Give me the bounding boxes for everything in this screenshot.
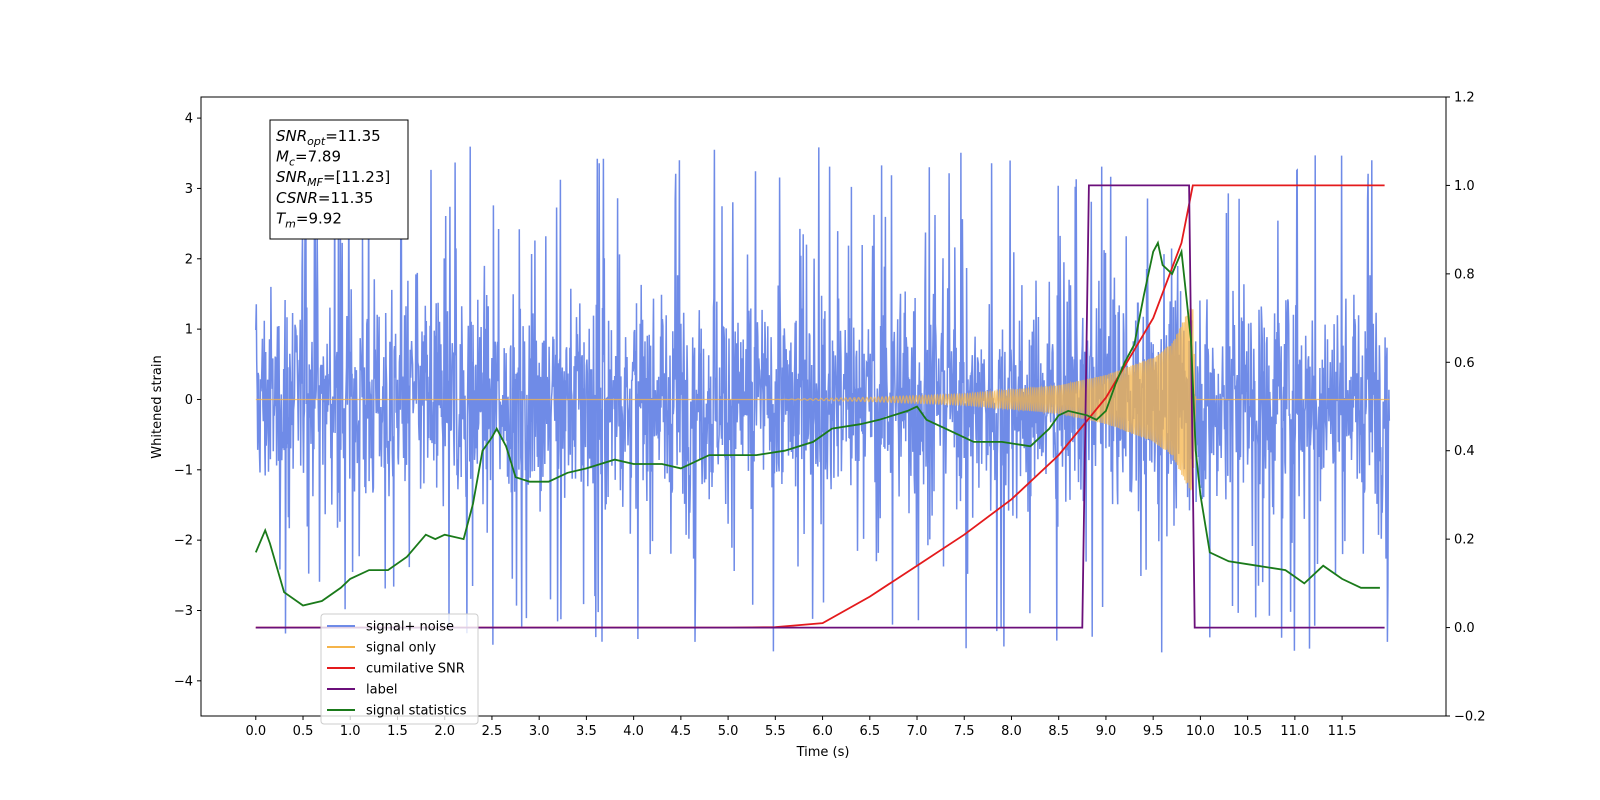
- info-line: Mc=7.89: [276, 148, 341, 169]
- info-box-frame: [269, 119, 409, 240]
- y-tick-label-left: −2: [174, 534, 193, 549]
- y-tick-label-left: 3: [185, 182, 193, 197]
- legend-entry: cumilative SNR: [366, 662, 465, 677]
- info-line: SNRopt=11.35: [276, 127, 381, 148]
- series-signal-statistics: [254, 240, 1380, 607]
- y-tick-label-left: −1: [174, 463, 193, 478]
- x-tick-label: 5.5: [765, 724, 786, 739]
- legend-frame: [320, 613, 479, 725]
- y-tick-label-left: 2: [185, 252, 193, 267]
- x-tick-label: 3.5: [576, 724, 597, 739]
- y-axis-right: 1.2 1.0 0.8 0.6 0.4 0.2 0.0 −0.2: [1446, 91, 1486, 725]
- legend-entry: signal statistics: [366, 704, 467, 719]
- x-tick-label: 9.5: [1143, 724, 1164, 739]
- axes-frame: [200, 96, 1447, 717]
- plot-area: [254, 146, 1391, 653]
- x-tick-label: 3.0: [529, 724, 550, 739]
- x-tick-label: 0.5: [293, 724, 314, 739]
- x-tick-label: 1.0: [340, 724, 361, 739]
- x-tick-label: 8.5: [1048, 724, 1069, 739]
- x-tick-label: 6.0: [812, 724, 833, 739]
- x-tick-label: 5.0: [718, 724, 739, 739]
- y-axis-label-left: Whitened strain: [150, 355, 165, 458]
- x-tick-label: 11.5: [1328, 724, 1357, 739]
- y-tick-label-right: 0.6: [1454, 356, 1475, 371]
- y-tick-label-right: −0.2: [1454, 710, 1486, 725]
- y-tick-label-left: 0: [185, 393, 193, 408]
- x-tick-label: 11.0: [1280, 724, 1309, 739]
- x-tick-label: 4.5: [671, 724, 692, 739]
- x-tick-label: 10.0: [1186, 724, 1215, 739]
- x-tick-label: 7.5: [954, 724, 975, 739]
- legend-entry: signal+ noise: [366, 620, 454, 635]
- legend-entry: label: [366, 683, 397, 698]
- y-tick-label-left: 1: [185, 323, 193, 338]
- x-tick-label: 0.0: [245, 724, 266, 739]
- x-tick-label: 2.0: [434, 724, 455, 739]
- x-tick-label: 7.0: [907, 724, 928, 739]
- y-tick-label-right: 1.0: [1454, 179, 1475, 194]
- x-tick-label: 8.0: [1001, 724, 1022, 739]
- y-tick-label-right: 0.0: [1454, 621, 1475, 636]
- stats-info-box: SNRopt=11.35Mc=7.89SNRMF=[11.23]CSNR=11.…: [269, 119, 409, 240]
- x-tick-label: 10.5: [1233, 724, 1262, 739]
- legend: signal+ noise signal only cumilative SNR la…: [320, 613, 479, 725]
- y-tick-label-right: 0.4: [1454, 444, 1475, 459]
- y-axis-left: 4 3 2 1 0 −1 −2 −3 −4: [174, 112, 201, 689]
- series-label: [255, 184, 1385, 629]
- info-line: Tm=9.92: [276, 209, 342, 230]
- y-tick-label-left: −3: [174, 604, 193, 619]
- series-signal-noise: [255, 146, 1391, 653]
- x-axis-label: Time (s): [796, 745, 850, 760]
- y-tick-label-left: 4: [185, 112, 193, 127]
- y-tick-label-right: 0.8: [1454, 267, 1475, 282]
- legend-entry: signal only: [366, 641, 436, 656]
- y-tick-label-right: 0.2: [1454, 533, 1475, 548]
- x-tick-label: 2.5: [482, 724, 503, 739]
- y-tick-label-left: −4: [174, 674, 193, 689]
- x-tick-label: 6.5: [859, 724, 880, 739]
- series-signal-only: [255, 308, 1390, 491]
- info-line: SNRMF=[11.23]: [276, 168, 390, 189]
- info-line: CSNR=11.35: [276, 189, 373, 207]
- x-tick-label: 4.0: [623, 724, 644, 739]
- x-axis: 0.0 0.5 1.0 1.5 2.0 2.5 3.0 3.5 4.0 4.5 5.0 5.5 6.0 6…: [245, 716, 1357, 739]
- y-tick-label-right: 1.2: [1454, 91, 1475, 106]
- x-tick-label: 9.0: [1096, 724, 1117, 739]
- x-tick-label: 1.5: [387, 724, 408, 739]
